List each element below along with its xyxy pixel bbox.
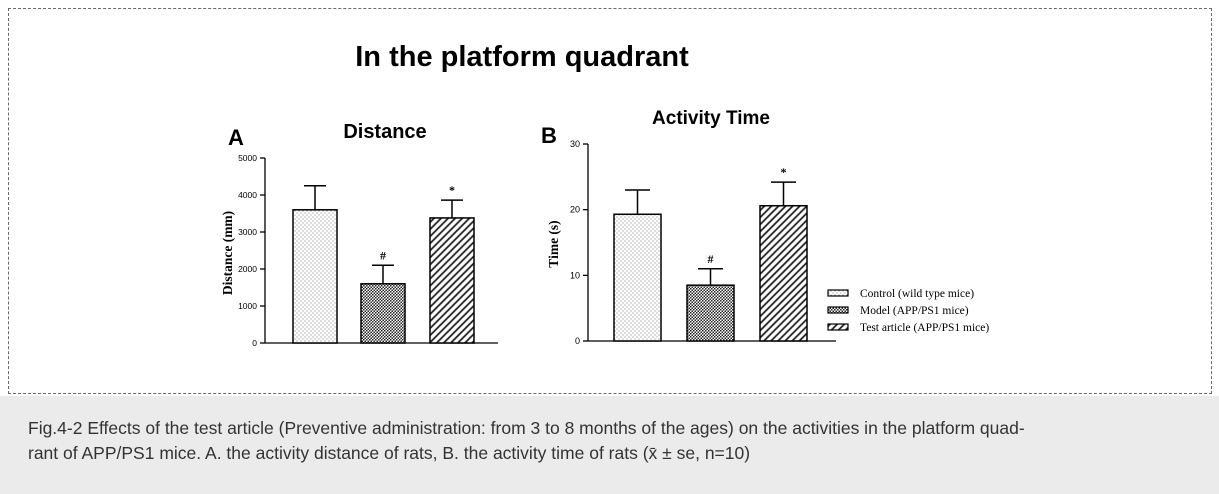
figure-title: In the platform quadrant [355,41,689,73]
bar [759,204,808,342]
y-tick-label: 2000 [238,264,257,274]
legend-item: Control (wild type mice) [827,288,974,300]
y-tick-label: 4000 [238,190,257,200]
panel-label: B [541,123,557,148]
significance-mark: * [449,183,455,197]
y-tick-label: 30 [570,139,580,149]
panel-a: A Distance Distance (mm) 0 1000 2000 3000 40… [220,121,498,348]
plot-area: 0 1000 2000 3000 4000 5000 # * [238,153,498,348]
legend-swatch [827,323,849,331]
caption-line-2: rant of APP/PS1 mice. A. the activity di… [28,443,751,463]
bar [613,213,662,342]
y-tick-label: 5000 [238,153,257,163]
significance-mark: # [708,252,714,266]
y-tick-label: 3000 [238,227,257,237]
figure-svg: In the platform quadrant A Distance Dist… [220,41,989,348]
legend: Control (wild type mice) Model (APP/PS1 … [827,288,989,334]
significance-mark: * [781,165,787,179]
y-axis-label: Time (s) [546,220,561,267]
y-tick-label: 10 [570,270,580,280]
legend-item: Model (APP/PS1 mice) [827,305,969,317]
legend-label: Control (wild type mice) [860,288,974,300]
chart-title: Distance [343,121,426,143]
y-tick-label: 20 [570,205,580,215]
bar [429,217,475,344]
figure-caption: Fig.4-2 Effects of the test article (Pre… [0,396,1219,494]
chart-title: Activity Time [652,108,770,129]
bar [686,284,735,342]
y-axis-label: Distance (mm) [220,211,235,295]
caption-line-1: Fig.4-2 Effects of the test article (Pre… [28,418,1025,438]
y-tick-label: 0 [575,336,580,346]
legend-label: Model (APP/PS1 mice) [860,305,969,317]
y-tick-label: 1000 [238,301,257,311]
legend-item: Test article (APP/PS1 mice) [827,322,989,334]
legend-swatch [827,306,849,314]
y-tick-label: 0 [252,338,257,348]
figure-frame [8,8,1212,394]
plot-area: 0 10 20 30 # * [570,139,836,346]
legend-label: Test article (APP/PS1 mice) [860,322,989,334]
bar [292,209,338,344]
bar [360,283,406,344]
panel-b: B Activity Time Time (s) 0 10 20 30 # * Contr… [541,108,989,346]
panel-label: A [228,125,244,150]
significance-mark: # [380,248,386,262]
legend-swatch [827,289,849,297]
